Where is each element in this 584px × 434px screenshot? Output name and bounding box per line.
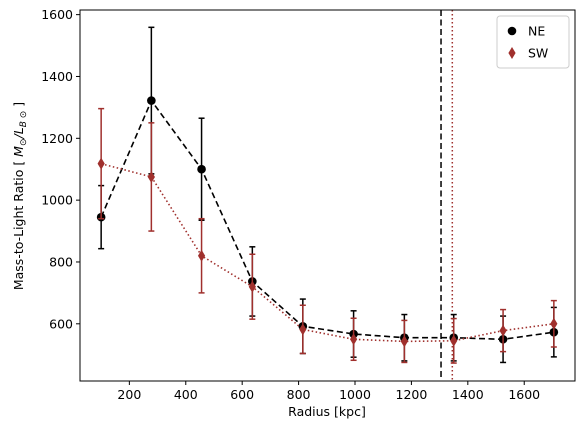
series-sw	[97, 107, 558, 364]
x-tick-label: 1600	[508, 387, 540, 402]
y-tick-label: 1000	[41, 193, 73, 208]
legend-label-sw: SW	[528, 46, 548, 61]
data-point-ne	[147, 96, 156, 105]
data-point-sw	[499, 324, 507, 337]
legend-marker-ne	[507, 26, 517, 36]
axes-frame	[79, 9, 576, 382]
legend-label-ne: NE	[528, 24, 545, 39]
x-tick-label: 1200	[396, 387, 428, 402]
data-point-sw	[299, 323, 307, 336]
y-tick-label: 1200	[41, 131, 73, 146]
x-tick-label: 600	[230, 387, 254, 402]
series-line-sw	[100, 162, 554, 343]
y-axis-label: Mass-to-Light Ratio [ M⊙/LB ⊙ ]	[11, 102, 29, 290]
data-point-sw	[349, 333, 358, 346]
y-tick-label: 1600	[41, 7, 73, 22]
y-axis: 600 800 1000 1200 1400 1600	[41, 7, 80, 331]
x-tick-label: 1400	[452, 387, 484, 402]
data-point-ne	[197, 164, 206, 174]
x-axis-label: Radius [kpc]	[288, 404, 366, 419]
x-tick-label: 1000	[339, 387, 371, 402]
y-tick-label: 800	[49, 254, 73, 269]
y-tick-label: 600	[49, 316, 73, 331]
data-point-sw	[147, 170, 155, 183]
data-point-sw	[400, 335, 408, 348]
data-point-sw	[248, 280, 256, 293]
y-tick-label: 1400	[41, 69, 73, 84]
legend: NE SW	[496, 15, 570, 69]
x-tick-label: 200	[117, 387, 141, 402]
series-line-ne	[100, 98, 554, 341]
plot-area	[96, 10, 559, 381]
data-point-sw	[97, 157, 105, 170]
data-point-sw	[450, 334, 458, 347]
x-tick-label: 800	[287, 387, 311, 402]
x-axis: 200 400 600 800 1000 1200 1400 1600	[117, 381, 540, 402]
legend-marker-sw	[508, 47, 516, 59]
data-point-sw	[197, 249, 206, 262]
x-tick-label: 400	[174, 387, 198, 402]
data-point-sw	[550, 317, 558, 330]
